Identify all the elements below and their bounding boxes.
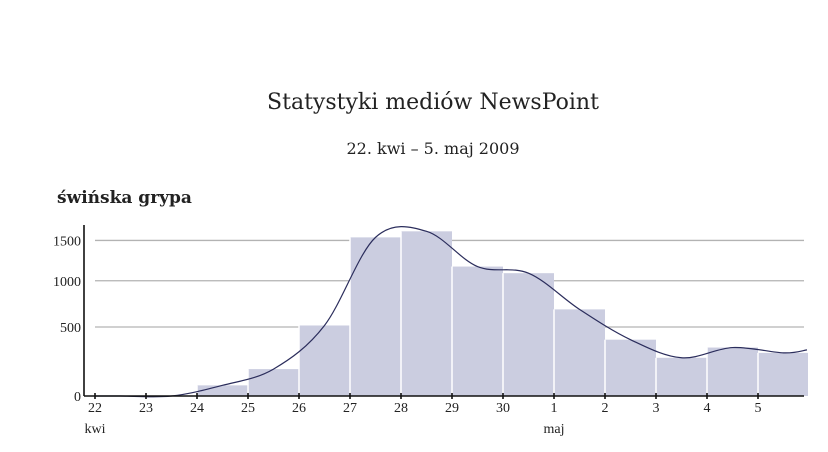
y-tick-label: 0 <box>74 390 81 405</box>
x-tick-label: 3 <box>653 401 660 416</box>
x-tick-label: 2 <box>602 401 609 416</box>
y-tick-label: 500 <box>60 321 81 336</box>
x-tick-label: 25 <box>241 401 255 416</box>
bar-25 <box>248 369 299 396</box>
bar-26 <box>299 325 350 396</box>
y-axis-ticks: 0 500 1000 1500 <box>53 234 81 405</box>
bar-28 <box>401 231 452 396</box>
bar-2 <box>605 339 656 396</box>
month-label: kwi <box>85 422 106 437</box>
series-label: świńska grypa <box>57 188 192 208</box>
bar-3 <box>656 357 707 396</box>
chart-title: Statystyki mediów NewsPoint <box>267 90 599 115</box>
chart-subtitle: 22. kwi – 5. maj 2009 <box>346 139 519 158</box>
x-tick-label: 1 <box>551 401 558 416</box>
x-tick-label: 27 <box>343 401 357 416</box>
x-tick-label: 22 <box>88 401 102 416</box>
bar-27 <box>350 237 401 396</box>
bars <box>196 231 808 396</box>
bar-24 <box>197 385 248 396</box>
bar-29 <box>452 266 503 396</box>
bar-1 <box>554 309 605 396</box>
x-tick-label: 24 <box>190 401 204 416</box>
axes <box>83 225 804 397</box>
x-tick-label: 4 <box>704 401 711 416</box>
month-label: maj <box>544 422 565 437</box>
trend-curve <box>94 226 808 398</box>
bar-5 <box>758 352 808 396</box>
bar-4 <box>707 347 758 396</box>
x-tick-label: 23 <box>139 401 153 416</box>
x-tick-label: 26 <box>292 401 306 416</box>
y-tick-label: 1500 <box>53 234 81 249</box>
y-tick-label: 1000 <box>53 275 81 290</box>
x-tick-label: 28 <box>394 401 408 416</box>
bar-30 <box>503 273 554 396</box>
x-tick-label: 30 <box>496 401 510 416</box>
x-tick-label: 5 <box>755 401 762 416</box>
x-tick-label: 29 <box>445 401 459 416</box>
